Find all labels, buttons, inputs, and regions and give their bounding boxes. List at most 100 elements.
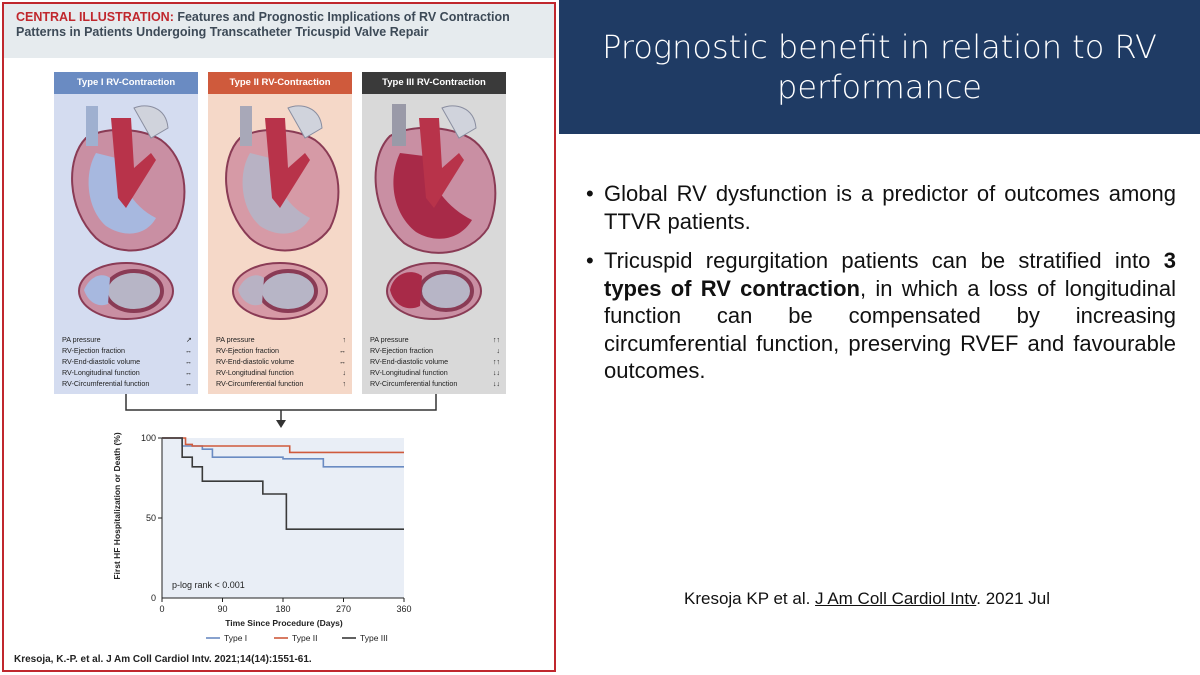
y-tick-label: 50 (146, 513, 156, 523)
x-tick-label: 360 (396, 604, 411, 614)
param-row: RV-Ejection fraction ↓ (370, 345, 500, 356)
bullet-list: • Global RV dysfunction is a predictor o… (586, 180, 1176, 397)
param-name: PA pressure (216, 335, 255, 344)
param-row: RV-End-diastolic volume ↔ (216, 356, 346, 367)
param-row: RV-Ejection fraction ↔ (216, 345, 346, 356)
param-row: RV-Circumferential function ↓↓ (370, 378, 500, 389)
param-arrow: ↔ (184, 379, 192, 388)
bullet-text-pre: Tricuspid regurgitation patients can be … (604, 248, 1164, 273)
bullet-dot: • (586, 248, 594, 273)
param-arrow: ↑↑ (492, 357, 500, 366)
plot-area (162, 438, 404, 598)
param-row: RV-Longitudinal function ↔ (62, 367, 192, 378)
legend-label: Type II (292, 633, 318, 643)
param-name: RV-Longitudinal function (62, 368, 140, 377)
legend-label: Type III (360, 633, 388, 643)
param-row: PA pressure ↑ (216, 334, 346, 345)
param-row: RV-Ejection fraction ↔ (62, 345, 192, 356)
chart-annotation: p-log rank < 0.001 (172, 580, 245, 590)
central-illustration: CENTRAL ILLUSTRATION: Features and Progn… (2, 2, 556, 672)
param-name: RV-End-diastolic volume (62, 357, 141, 366)
heart-type-3-illustration (374, 104, 497, 254)
chart-axes: 0 90 180 270 360 50 100 0 (141, 433, 412, 614)
heart-type-2-illustration (225, 105, 340, 252)
param-row: RV-Circumferential function ↑ (216, 378, 346, 389)
figure-title-text: Features and Prognostic Implications of … (16, 10, 510, 39)
param-row: PA pressure ↗ (62, 334, 192, 345)
param-arrow: ↔ (338, 357, 346, 366)
param-row: RV-Longitudinal function ↓ (216, 367, 346, 378)
param-row: RV-End-diastolic volume ↔ (62, 356, 192, 367)
panel-type-1-header: Type I RV-Contraction (54, 72, 198, 94)
heart-type-1-illustration (71, 105, 186, 252)
param-name: RV-Circumferential function (216, 379, 304, 388)
params-type-2: PA pressure ↑ RV-Ejection fraction ↔ RV-En… (216, 334, 346, 389)
param-arrow: ↓ (342, 368, 346, 377)
figure-citation: Kresoja, K.-P. et al. J Am Coll Cardiol … (14, 654, 312, 665)
bullet-text: Tricuspid regurgitation patients can be … (604, 247, 1176, 385)
cross-section-type-1 (78, 262, 174, 320)
kaplan-meier-chart: First HF Hospitalization or Death (%) 0 9… (112, 432, 412, 643)
bullet-item: • Tricuspid regurgitation patients can b… (586, 247, 1176, 385)
param-arrow: ↑ (342, 335, 346, 344)
param-name: RV-Longitudinal function (216, 368, 294, 377)
reference-journal-link[interactable]: J Am Coll Cardiol Intv (815, 589, 977, 608)
param-arrow: ↓ (496, 346, 500, 355)
param-arrow: ↔ (338, 346, 346, 355)
bullet-item: • Global RV dysfunction is a predictor o… (586, 180, 1176, 235)
param-name: PA pressure (370, 335, 409, 344)
param-arrow: ↑ (342, 379, 346, 388)
series-line-type-ii (162, 437, 404, 454)
bullet-dot: • (586, 181, 594, 206)
param-arrow: ↑↑ (492, 335, 500, 344)
param-arrow: ↔ (184, 346, 192, 355)
connector-bracket (125, 394, 437, 428)
param-arrow: ↔ (184, 368, 192, 377)
x-tick-label: 90 (217, 604, 227, 614)
slide-title: Prognostic benefit in relation to RV per… (602, 28, 1157, 106)
panel-type-3: Type III RV-Contraction PA pressure ↑↑ RV… (362, 72, 506, 394)
chart-series (162, 437, 404, 530)
y-tick-label: 100 (141, 433, 156, 443)
param-arrow: ↓↓ (492, 379, 500, 388)
x-axis-label: Time Since Procedure (Days) (225, 618, 343, 628)
param-name: PA pressure (62, 335, 101, 344)
legend-label: Type I (224, 633, 247, 643)
param-arrow: ↓↓ (492, 368, 500, 377)
y-tick-label: 0 (151, 593, 156, 603)
params-type-1: PA pressure ↗ RV-Ejection fraction ↔ RV-En… (62, 334, 192, 389)
param-name: RV-Longitudinal function (370, 368, 448, 377)
param-row: RV-Circumferential function ↔ (62, 378, 192, 389)
bullet-text: Global RV dysfunction is a predictor of … (604, 181, 1176, 234)
param-row: RV-End-diastolic volume ↑↑ (370, 356, 500, 367)
panel-type-3-header: Type III RV-Contraction (362, 72, 506, 94)
chart-legend: Type I Type II Type III (206, 633, 388, 643)
param-row: PA pressure ↑↑ (370, 334, 500, 345)
param-row: RV-Longitudinal function ↓↓ (370, 367, 500, 378)
reference-authors: Kresoja KP et al. (684, 589, 816, 608)
param-name: RV-Ejection fraction (62, 346, 125, 355)
bullet-text-bold: 3 types of RV contraction (604, 248, 1176, 301)
x-tick-label: 0 (159, 604, 164, 614)
param-name: RV-End-diastolic volume (370, 357, 449, 366)
panel-type-1: Type I RV-Contraction PA pressure ↗ RV-Ej… (54, 72, 198, 394)
figure-title: CENTRAL ILLUSTRATION: Features and Progn… (4, 4, 554, 58)
series-line-type-iii (162, 437, 404, 530)
panel-type-2-header: Type II RV-Contraction (208, 72, 352, 94)
cross-section-type-2 (232, 262, 328, 320)
param-name: RV-Ejection fraction (216, 346, 279, 355)
y-axis-label: First HF Hospitalization or Death (%) (112, 432, 122, 580)
panel-type-2: Type II RV-Contraction PA pressure ↑ RV-E… (208, 72, 352, 394)
param-name: RV-Ejection fraction (370, 346, 433, 355)
param-name: RV-End-diastolic volume (216, 357, 295, 366)
param-arrow: ↔ (184, 357, 192, 366)
reference: Kresoja KP et al. J Am Coll Cardiol Intv… (684, 589, 1050, 609)
x-tick-label: 270 (336, 604, 351, 614)
cross-section-type-3 (386, 262, 482, 320)
params-type-3: PA pressure ↑↑ RV-Ejection fraction ↓ RV-E… (370, 334, 500, 389)
figure-title-label: CENTRAL ILLUSTRATION: (16, 10, 174, 24)
bullet-text-post: , in which a loss of longitudinal functi… (604, 275, 1177, 384)
param-name: RV-Circumferential function (370, 379, 458, 388)
x-tick-label: 180 (275, 604, 290, 614)
slide-title-band: Prognostic benefit in relation to RV per… (559, 0, 1200, 134)
